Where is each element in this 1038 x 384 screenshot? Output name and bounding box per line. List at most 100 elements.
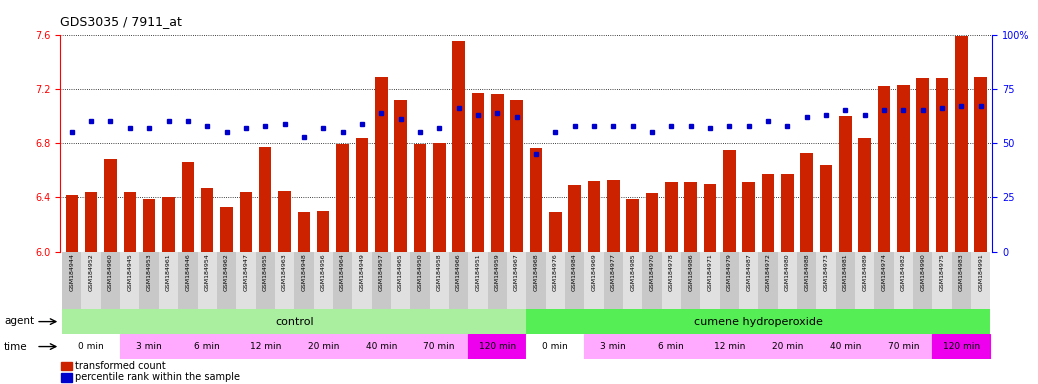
Text: 40 min: 40 min — [829, 342, 862, 351]
Bar — [430, 252, 448, 309]
Text: GSM184970: GSM184970 — [650, 253, 655, 291]
Bar — [584, 252, 604, 309]
Bar — [897, 85, 909, 252]
Bar — [565, 252, 584, 309]
Bar — [240, 192, 252, 252]
Bar — [762, 174, 774, 252]
Text: GSM184979: GSM184979 — [727, 253, 732, 291]
Bar — [855, 252, 874, 309]
Text: 120 min: 120 min — [479, 342, 516, 351]
Text: 0 min: 0 min — [78, 342, 104, 351]
Text: GSM184987: GSM184987 — [746, 253, 752, 291]
Bar — [352, 334, 410, 359]
Text: GSM184955: GSM184955 — [263, 253, 268, 291]
Bar — [604, 252, 623, 309]
Text: GSM184953: GSM184953 — [146, 253, 152, 291]
Bar — [294, 334, 352, 359]
Bar — [139, 252, 159, 309]
Bar — [313, 252, 333, 309]
Bar — [874, 252, 894, 309]
Text: GSM184951: GSM184951 — [475, 253, 481, 291]
Text: GSM184962: GSM184962 — [224, 253, 229, 291]
Bar — [511, 100, 523, 252]
Text: GSM184954: GSM184954 — [204, 253, 210, 291]
Bar — [588, 181, 600, 252]
Bar — [294, 252, 313, 309]
Text: 12 min: 12 min — [714, 342, 745, 351]
Bar — [646, 193, 658, 252]
Text: 20 min: 20 min — [771, 342, 803, 351]
Bar — [453, 41, 465, 252]
Text: GSM184977: GSM184977 — [610, 253, 616, 291]
Bar — [352, 252, 372, 309]
Text: GSM184985: GSM184985 — [630, 253, 635, 291]
Bar — [258, 147, 272, 252]
Bar — [120, 334, 179, 359]
Bar — [701, 252, 719, 309]
Text: GSM184956: GSM184956 — [321, 253, 326, 291]
Text: GSM184946: GSM184946 — [186, 253, 190, 291]
Text: GSM184959: GSM184959 — [495, 253, 499, 291]
Text: GSM184966: GSM184966 — [456, 253, 461, 291]
Text: GSM184986: GSM184986 — [688, 253, 693, 291]
Bar — [936, 78, 949, 252]
Bar — [955, 36, 967, 252]
Text: GSM184944: GSM184944 — [70, 253, 75, 291]
Bar — [816, 334, 874, 359]
Text: GSM184947: GSM184947 — [243, 253, 248, 291]
Bar — [491, 94, 503, 252]
Bar — [217, 252, 237, 309]
Bar — [972, 252, 990, 309]
Text: GSM184945: GSM184945 — [128, 253, 132, 291]
Bar — [742, 182, 755, 252]
Text: 20 min: 20 min — [307, 342, 338, 351]
Bar — [468, 252, 488, 309]
Bar — [197, 252, 217, 309]
Text: GDS3035 / 7911_at: GDS3035 / 7911_at — [60, 15, 182, 28]
Text: GSM184971: GSM184971 — [708, 253, 712, 291]
Bar — [626, 199, 639, 252]
Bar — [759, 334, 816, 359]
Text: GSM184975: GSM184975 — [939, 253, 945, 291]
Text: GSM184964: GSM184964 — [340, 253, 345, 291]
Text: 70 min: 70 min — [424, 342, 455, 351]
Bar — [182, 162, 194, 252]
Bar — [526, 334, 584, 359]
Bar — [759, 252, 777, 309]
Bar — [704, 184, 716, 252]
Bar — [584, 334, 643, 359]
Bar — [394, 100, 407, 252]
Bar — [701, 334, 759, 359]
Bar — [665, 182, 678, 252]
Bar — [62, 334, 120, 359]
Text: 6 min: 6 min — [658, 342, 684, 351]
Bar — [201, 188, 214, 252]
Text: GSM184958: GSM184958 — [437, 253, 442, 291]
Text: 120 min: 120 min — [943, 342, 980, 351]
Bar — [878, 86, 891, 252]
Text: GSM184973: GSM184973 — [823, 253, 828, 291]
Text: GSM184957: GSM184957 — [379, 253, 384, 291]
Text: percentile rank within the sample: percentile rank within the sample — [75, 372, 240, 382]
Bar — [874, 334, 932, 359]
Text: 70 min: 70 min — [887, 342, 919, 351]
Bar — [643, 252, 661, 309]
Bar — [62, 309, 526, 334]
Bar — [255, 252, 275, 309]
Bar — [507, 252, 526, 309]
Bar — [468, 334, 526, 359]
Text: GSM184980: GSM184980 — [785, 253, 790, 291]
Text: GSM184988: GSM184988 — [804, 253, 810, 291]
Bar — [858, 137, 871, 252]
Text: GSM184972: GSM184972 — [765, 253, 770, 291]
Text: GSM184968: GSM184968 — [534, 253, 539, 291]
Bar — [237, 334, 294, 359]
Bar — [952, 252, 972, 309]
Text: control: control — [275, 316, 313, 327]
Bar — [777, 252, 797, 309]
Bar — [643, 334, 701, 359]
Bar — [391, 252, 410, 309]
Bar — [719, 252, 739, 309]
Bar — [237, 252, 255, 309]
Bar — [820, 165, 832, 252]
